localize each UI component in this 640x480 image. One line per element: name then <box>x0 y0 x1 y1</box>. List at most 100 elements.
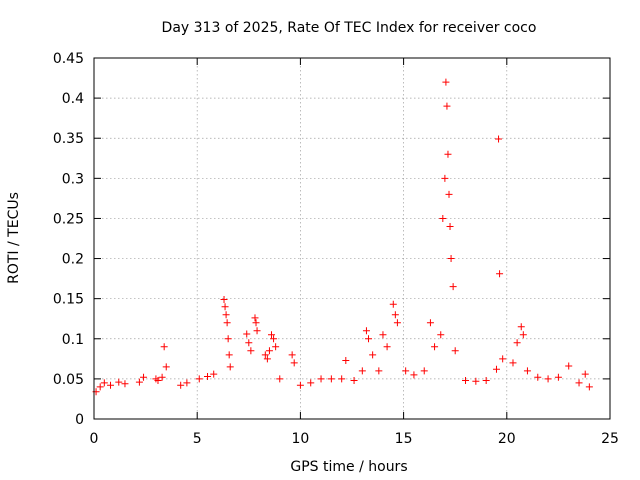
y-tick-label: 0.3 <box>62 171 84 187</box>
y-tick-label: 0.2 <box>62 252 84 268</box>
y-axis-label: ROTI / TECUs <box>6 192 22 284</box>
data-point <box>369 351 377 359</box>
data-point <box>252 319 260 327</box>
plot-frame <box>93 57 611 420</box>
data-point <box>272 343 280 351</box>
data-point <box>375 367 383 375</box>
data-point <box>402 367 410 375</box>
data-point <box>245 339 253 347</box>
data-point <box>431 343 439 351</box>
data-point <box>350 376 358 384</box>
x-tick-label: 0 <box>90 431 99 447</box>
data-point <box>224 335 232 343</box>
data-point <box>268 331 276 339</box>
data-point <box>338 375 346 383</box>
data-point <box>253 327 261 335</box>
x-tick-label: 15 <box>395 431 413 447</box>
data-point <box>426 319 434 327</box>
data-point <box>121 380 129 388</box>
data-point <box>445 190 453 198</box>
x-axis-label: GPS time / hours <box>290 459 407 475</box>
data-point <box>437 331 445 339</box>
data-point <box>393 319 401 327</box>
data-point <box>446 222 454 230</box>
y-tick-label: 0.35 <box>53 131 84 147</box>
data-point <box>391 311 399 319</box>
x-tick-label: 25 <box>601 431 619 447</box>
data-point <box>96 383 104 391</box>
y-tick-label: 0.4 <box>62 91 84 107</box>
data-point <box>581 370 589 378</box>
data-point <box>544 375 552 383</box>
data-point <box>251 314 259 322</box>
y-tick-label: 0.15 <box>53 292 84 308</box>
data-point <box>276 375 284 383</box>
data-point <box>327 375 335 383</box>
data-point <box>492 365 500 373</box>
data-point <box>509 359 517 367</box>
data-point <box>362 327 370 335</box>
data-point <box>265 347 273 355</box>
data-point <box>160 343 168 351</box>
data-point <box>154 376 162 384</box>
data-point <box>222 311 230 319</box>
data-point <box>365 335 373 343</box>
data-point <box>210 370 218 378</box>
data-point <box>447 255 455 263</box>
data-point <box>499 355 507 363</box>
data-point <box>177 381 185 389</box>
data-point <box>482 376 490 384</box>
data-point <box>270 335 278 343</box>
data-point <box>220 295 228 303</box>
data-point <box>495 135 503 143</box>
data-point <box>410 371 418 379</box>
x-tick-label: 10 <box>291 431 309 447</box>
data-point <box>140 373 148 381</box>
data-point <box>585 383 593 391</box>
data-point <box>263 355 271 363</box>
data-point <box>358 367 366 375</box>
data-point <box>307 379 315 387</box>
y-tick-label: 0.1 <box>62 332 84 348</box>
data-point <box>195 375 203 383</box>
data-point <box>261 351 269 359</box>
data-point <box>115 378 123 386</box>
data-point <box>523 367 531 375</box>
data-point <box>441 174 449 182</box>
data-point <box>317 375 325 383</box>
y-tick-label: 0 <box>75 412 84 428</box>
data-point <box>183 379 191 387</box>
data-point <box>496 270 504 278</box>
data-point <box>534 373 542 381</box>
data-point <box>296 381 304 389</box>
data-point <box>226 363 234 371</box>
grid-lines <box>94 58 610 419</box>
y-tick-label: 0.45 <box>53 51 84 67</box>
y-tick-label: 0.25 <box>53 211 84 227</box>
data-point <box>379 331 387 339</box>
data-point <box>107 381 115 389</box>
data-point <box>225 351 233 359</box>
data-point <box>444 150 452 158</box>
data-point <box>513 339 521 347</box>
data-point <box>223 319 231 327</box>
data-point <box>554 373 562 381</box>
y-tick-label: 0.05 <box>53 372 84 388</box>
x-tick-label: 20 <box>498 431 516 447</box>
data-point <box>389 300 397 308</box>
chart-title: Day 313 of 2025, Rate Of TEC Index for r… <box>162 20 537 36</box>
data-point <box>439 214 447 222</box>
data-point <box>443 102 451 110</box>
data-point <box>158 373 166 381</box>
data-point <box>517 323 525 331</box>
data-point <box>449 283 457 291</box>
data-point <box>451 347 459 355</box>
data-point <box>247 347 255 355</box>
data-point <box>472 377 480 385</box>
data-point <box>462 376 470 384</box>
data-point <box>565 362 573 370</box>
data-point <box>221 303 229 311</box>
data-point <box>575 379 583 387</box>
